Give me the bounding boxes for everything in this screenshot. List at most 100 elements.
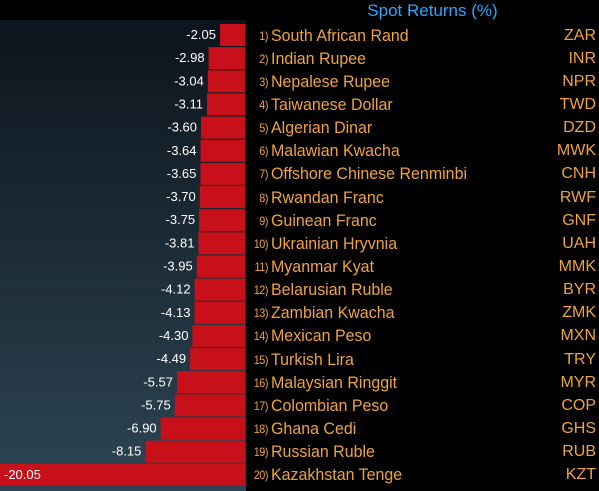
bar (198, 232, 245, 255)
currency-code: ZAR (564, 26, 596, 44)
list-item: 18) Ghana Cedi GHS (250, 418, 596, 441)
bar (194, 278, 245, 301)
list-item: 10) Ukrainian Hryvnia UAH (250, 232, 596, 255)
bar-value-label: -3.65 (167, 166, 197, 181)
list-item: 6) Malawian Kwacha MWK (250, 140, 596, 163)
currency-code: TRY (564, 350, 596, 368)
list-item: 14) Mexican Peso MXN (250, 325, 596, 348)
bar (207, 70, 245, 93)
row-rank: 1) (259, 28, 268, 43)
currency-code: MYR (560, 373, 596, 391)
row-rank: 17) (253, 398, 269, 413)
row-rank: 13) (253, 306, 269, 321)
list-item: 7) Offshore Chinese Renminbi CNH (250, 163, 596, 186)
row-rank: 8) (259, 190, 268, 205)
currency-name: Myanmar Kyat (271, 257, 375, 276)
row-rank: 5) (259, 121, 268, 136)
currency-name: South African Rand (271, 25, 409, 45)
row-rank: 3) (259, 74, 268, 89)
currency-name: Malawian Kwacha (271, 141, 400, 161)
bar (219, 24, 245, 46)
list-item: 3) Nepalese Rupee NPR (250, 70, 596, 93)
currency-name: Belarusian Ruble (271, 280, 393, 300)
currency-code: TWD (559, 95, 596, 113)
bar-value-label: -6.90 (127, 421, 157, 436)
currency-code: NPR (562, 72, 596, 90)
currency-name: Kazakhstan Tenge (271, 465, 403, 485)
currency-name: Turkish Lira (271, 349, 354, 369)
bar (201, 116, 245, 139)
bar-value-label: -3.95 (163, 259, 193, 274)
bar (190, 348, 245, 371)
list-item: 4) Taiwanese Dollar TWD (250, 93, 596, 116)
list-item: 20) Kazakhstan Tenge KZT (250, 464, 596, 487)
currency-name: Taiwanese Dollar (271, 94, 393, 114)
currency-name: Mexican Peso (271, 326, 372, 346)
bar-value-label: -20.05 (4, 467, 41, 482)
currency-code: KZT (565, 466, 596, 484)
currency-name: Russian Ruble (271, 442, 375, 462)
list-item: 12) Belarusian Ruble BYR (250, 279, 596, 302)
currency-code: GHS (561, 420, 596, 438)
bar (196, 255, 245, 278)
currency-code: RUB (562, 443, 596, 461)
bar-value-label: -2.98 (175, 50, 205, 65)
currency-name: Malaysian Ringgit (271, 372, 398, 392)
currency-name: Algerian Dinar (271, 118, 373, 138)
list-item: 15) Turkish Lira TRY (250, 348, 596, 371)
bar-value-label: -5.57 (143, 374, 173, 389)
currency-code: GNF (562, 211, 596, 229)
bar (176, 371, 245, 394)
bar-value-label: -4.13 (161, 305, 191, 320)
bar-value-label: -4.49 (156, 351, 186, 366)
bar-value-label: -5.75 (141, 397, 171, 412)
currency-name: Ukrainian Hryvnia (271, 233, 398, 253)
row-rank: 15) (253, 352, 269, 367)
list-item: 11) Myanmar Kyat MMK (250, 256, 596, 279)
bar-value-label: -3.60 (167, 120, 197, 135)
bar-value-label: -8.15 (112, 444, 142, 459)
bar (200, 162, 245, 185)
currency-code: COP (561, 396, 596, 414)
row-rank: 10) (253, 236, 269, 251)
bar-value-label: -4.12 (161, 282, 191, 297)
bar (145, 440, 245, 463)
row-rank: 7) (259, 167, 268, 182)
bar-value-label: -2.05 (186, 27, 216, 42)
currency-code: MWK (556, 142, 596, 160)
list-item: 13) Zambian Kwacha ZMK (250, 302, 596, 325)
currency-code: ZMK (562, 304, 596, 322)
row-rank: 4) (259, 97, 268, 112)
bar (200, 139, 245, 162)
currency-name: Offshore Chinese Renminbi (271, 164, 468, 184)
currency-code: UAH (562, 234, 596, 252)
bar-value-label: -3.75 (166, 212, 196, 227)
row-rank: 20) (253, 468, 269, 483)
currency-code: DZD (563, 119, 596, 137)
row-rank: 11) (254, 260, 269, 274)
row-rank: 19) (253, 445, 269, 460)
bar (206, 93, 245, 116)
chart-title: Spot Returns (%) (367, 1, 498, 20)
currency-code: BYR (563, 281, 596, 299)
bar (194, 301, 245, 324)
row-rank: 16) (253, 375, 269, 390)
bar-value-label: -3.64 (167, 143, 197, 158)
currency-name: Rwandan Franc (271, 187, 384, 207)
list-item: 9) Guinean Franc GNF (250, 209, 596, 232)
row-rank: 18) (253, 422, 269, 437)
bar (174, 394, 245, 417)
bar (199, 186, 245, 209)
row-rank: 12) (253, 283, 269, 298)
bar-value-label: -3.70 (166, 189, 196, 204)
currency-name: Nepalese Rupee (271, 71, 391, 91)
row-rank: 6) (259, 144, 268, 159)
currency-code: MXN (560, 327, 596, 345)
currency-name: Ghana Cedi (271, 419, 357, 439)
currency-name: Indian Rupee (271, 48, 367, 68)
bar (160, 417, 245, 440)
currency-code: INR (568, 49, 596, 67)
currency-name: Colombian Peso (271, 395, 389, 415)
